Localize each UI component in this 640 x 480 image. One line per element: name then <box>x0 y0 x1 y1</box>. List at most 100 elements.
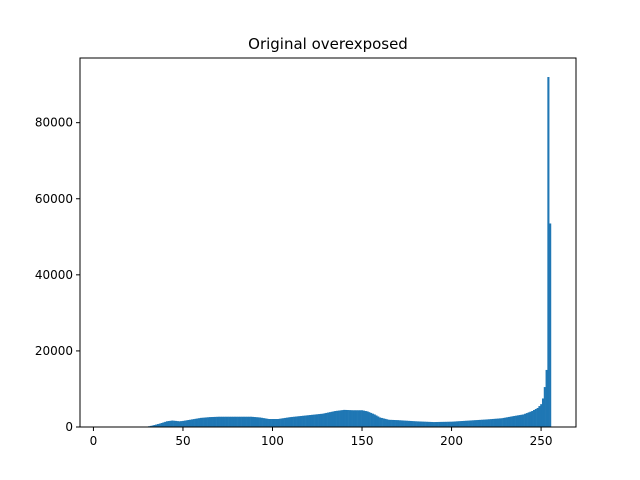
histogram-bar <box>302 415 305 427</box>
histogram-bar <box>253 417 256 427</box>
histogram-bar <box>198 418 201 427</box>
histogram-bar <box>180 421 183 427</box>
histogram-bar <box>436 421 439 427</box>
histogram-bar <box>158 423 161 427</box>
histogram-bar <box>237 416 240 427</box>
histogram-bar <box>507 416 511 427</box>
histogram-bar <box>513 415 516 427</box>
histogram-bar <box>165 421 169 427</box>
x-axis-ticks: 0 50 100 150 200 250 <box>90 427 553 448</box>
histogram-bar <box>318 414 321 427</box>
histogram-bar <box>463 420 466 427</box>
histogram-bar <box>404 420 407 427</box>
histogram-bar <box>384 418 387 427</box>
histogram-bar <box>423 421 426 427</box>
histogram-bar <box>482 419 485 427</box>
y-tick-label: 40000 <box>35 268 73 282</box>
histogram-bar <box>353 410 357 427</box>
histogram-bar <box>235 416 238 427</box>
histogram-bar <box>448 421 451 427</box>
histogram-bar <box>269 419 272 427</box>
histogram-bar <box>534 408 537 427</box>
x-tick-label: 50 <box>175 434 190 448</box>
histogram-bar <box>427 421 430 427</box>
histogram-bar <box>490 419 493 427</box>
histogram-bar <box>350 410 353 427</box>
histogram-bar <box>285 417 289 427</box>
histogram-bar <box>223 416 226 427</box>
histogram-bar <box>509 416 512 427</box>
histogram-bar <box>371 413 374 427</box>
histogram-bar <box>538 406 541 427</box>
histogram-bar <box>450 421 453 427</box>
histogram-bar <box>194 418 197 427</box>
histogram-bar <box>459 421 462 427</box>
histogram-bar <box>230 416 233 427</box>
histogram-bar <box>276 419 280 427</box>
histogram-bar <box>296 416 299 427</box>
histogram-bar <box>464 420 468 427</box>
histogram-bar <box>167 421 170 427</box>
histogram-bar <box>456 421 459 427</box>
histogram-bar <box>185 420 188 427</box>
histogram-bar <box>515 415 518 427</box>
y-tick-label: 0 <box>65 420 73 434</box>
histogram-bar <box>434 422 437 427</box>
y-tick-label: 60000 <box>35 192 73 206</box>
histogram-bar <box>294 416 297 427</box>
histogram-bar <box>291 416 294 427</box>
histogram-bar <box>255 417 258 427</box>
histogram-bar <box>171 420 174 427</box>
histogram-bar <box>457 421 460 427</box>
histogram-bar <box>210 417 213 427</box>
histogram-bar <box>239 416 242 427</box>
histogram-bar <box>430 421 434 427</box>
histogram-bar <box>282 418 285 427</box>
histogram-bar <box>309 415 312 427</box>
histogram-bar <box>506 417 509 427</box>
histogram-bar <box>275 419 278 427</box>
histogram-bar <box>522 414 525 427</box>
histogram-bar <box>271 419 274 427</box>
histogram-bar <box>205 417 208 427</box>
histogram-bar <box>473 420 477 427</box>
histogram-bar <box>173 420 176 427</box>
histogram-bar <box>438 421 441 427</box>
histogram-bar <box>174 420 177 427</box>
histogram-bar <box>248 416 251 427</box>
histogram-bar <box>348 410 351 427</box>
histogram-bar <box>441 421 444 427</box>
histogram-bar <box>264 418 267 427</box>
histogram-bar <box>191 419 194 427</box>
histogram-bar <box>321 413 324 427</box>
histogram-bar <box>334 411 337 427</box>
histogram-bar <box>273 419 276 427</box>
histogram-bar <box>280 418 283 427</box>
histogram-bar <box>153 425 156 427</box>
histogram-bar <box>529 411 532 427</box>
histogram-bar <box>219 416 222 427</box>
histogram-bar <box>339 410 342 427</box>
histogram-bar <box>244 416 247 427</box>
histogram-bar <box>479 419 482 427</box>
histogram-bar <box>221 416 224 427</box>
histogram-bar <box>500 418 503 427</box>
histogram-bar <box>475 420 478 427</box>
histogram-bar <box>330 411 333 427</box>
histogram-bar <box>357 410 360 427</box>
histogram-bar <box>452 421 455 427</box>
y-tick-label: 80000 <box>35 116 73 130</box>
histogram-bar <box>225 416 228 427</box>
histogram-bar <box>352 410 355 427</box>
histogram-bar <box>216 416 219 427</box>
histogram-bar <box>343 409 346 427</box>
histogram-bar <box>520 414 523 427</box>
histogram-bar <box>151 425 154 427</box>
histogram-bar <box>268 419 271 427</box>
histogram-bar <box>493 418 496 427</box>
histogram-bar <box>432 422 435 427</box>
histogram-bar <box>531 411 534 427</box>
histogram-bar <box>536 407 539 427</box>
histogram-bar <box>540 404 543 427</box>
